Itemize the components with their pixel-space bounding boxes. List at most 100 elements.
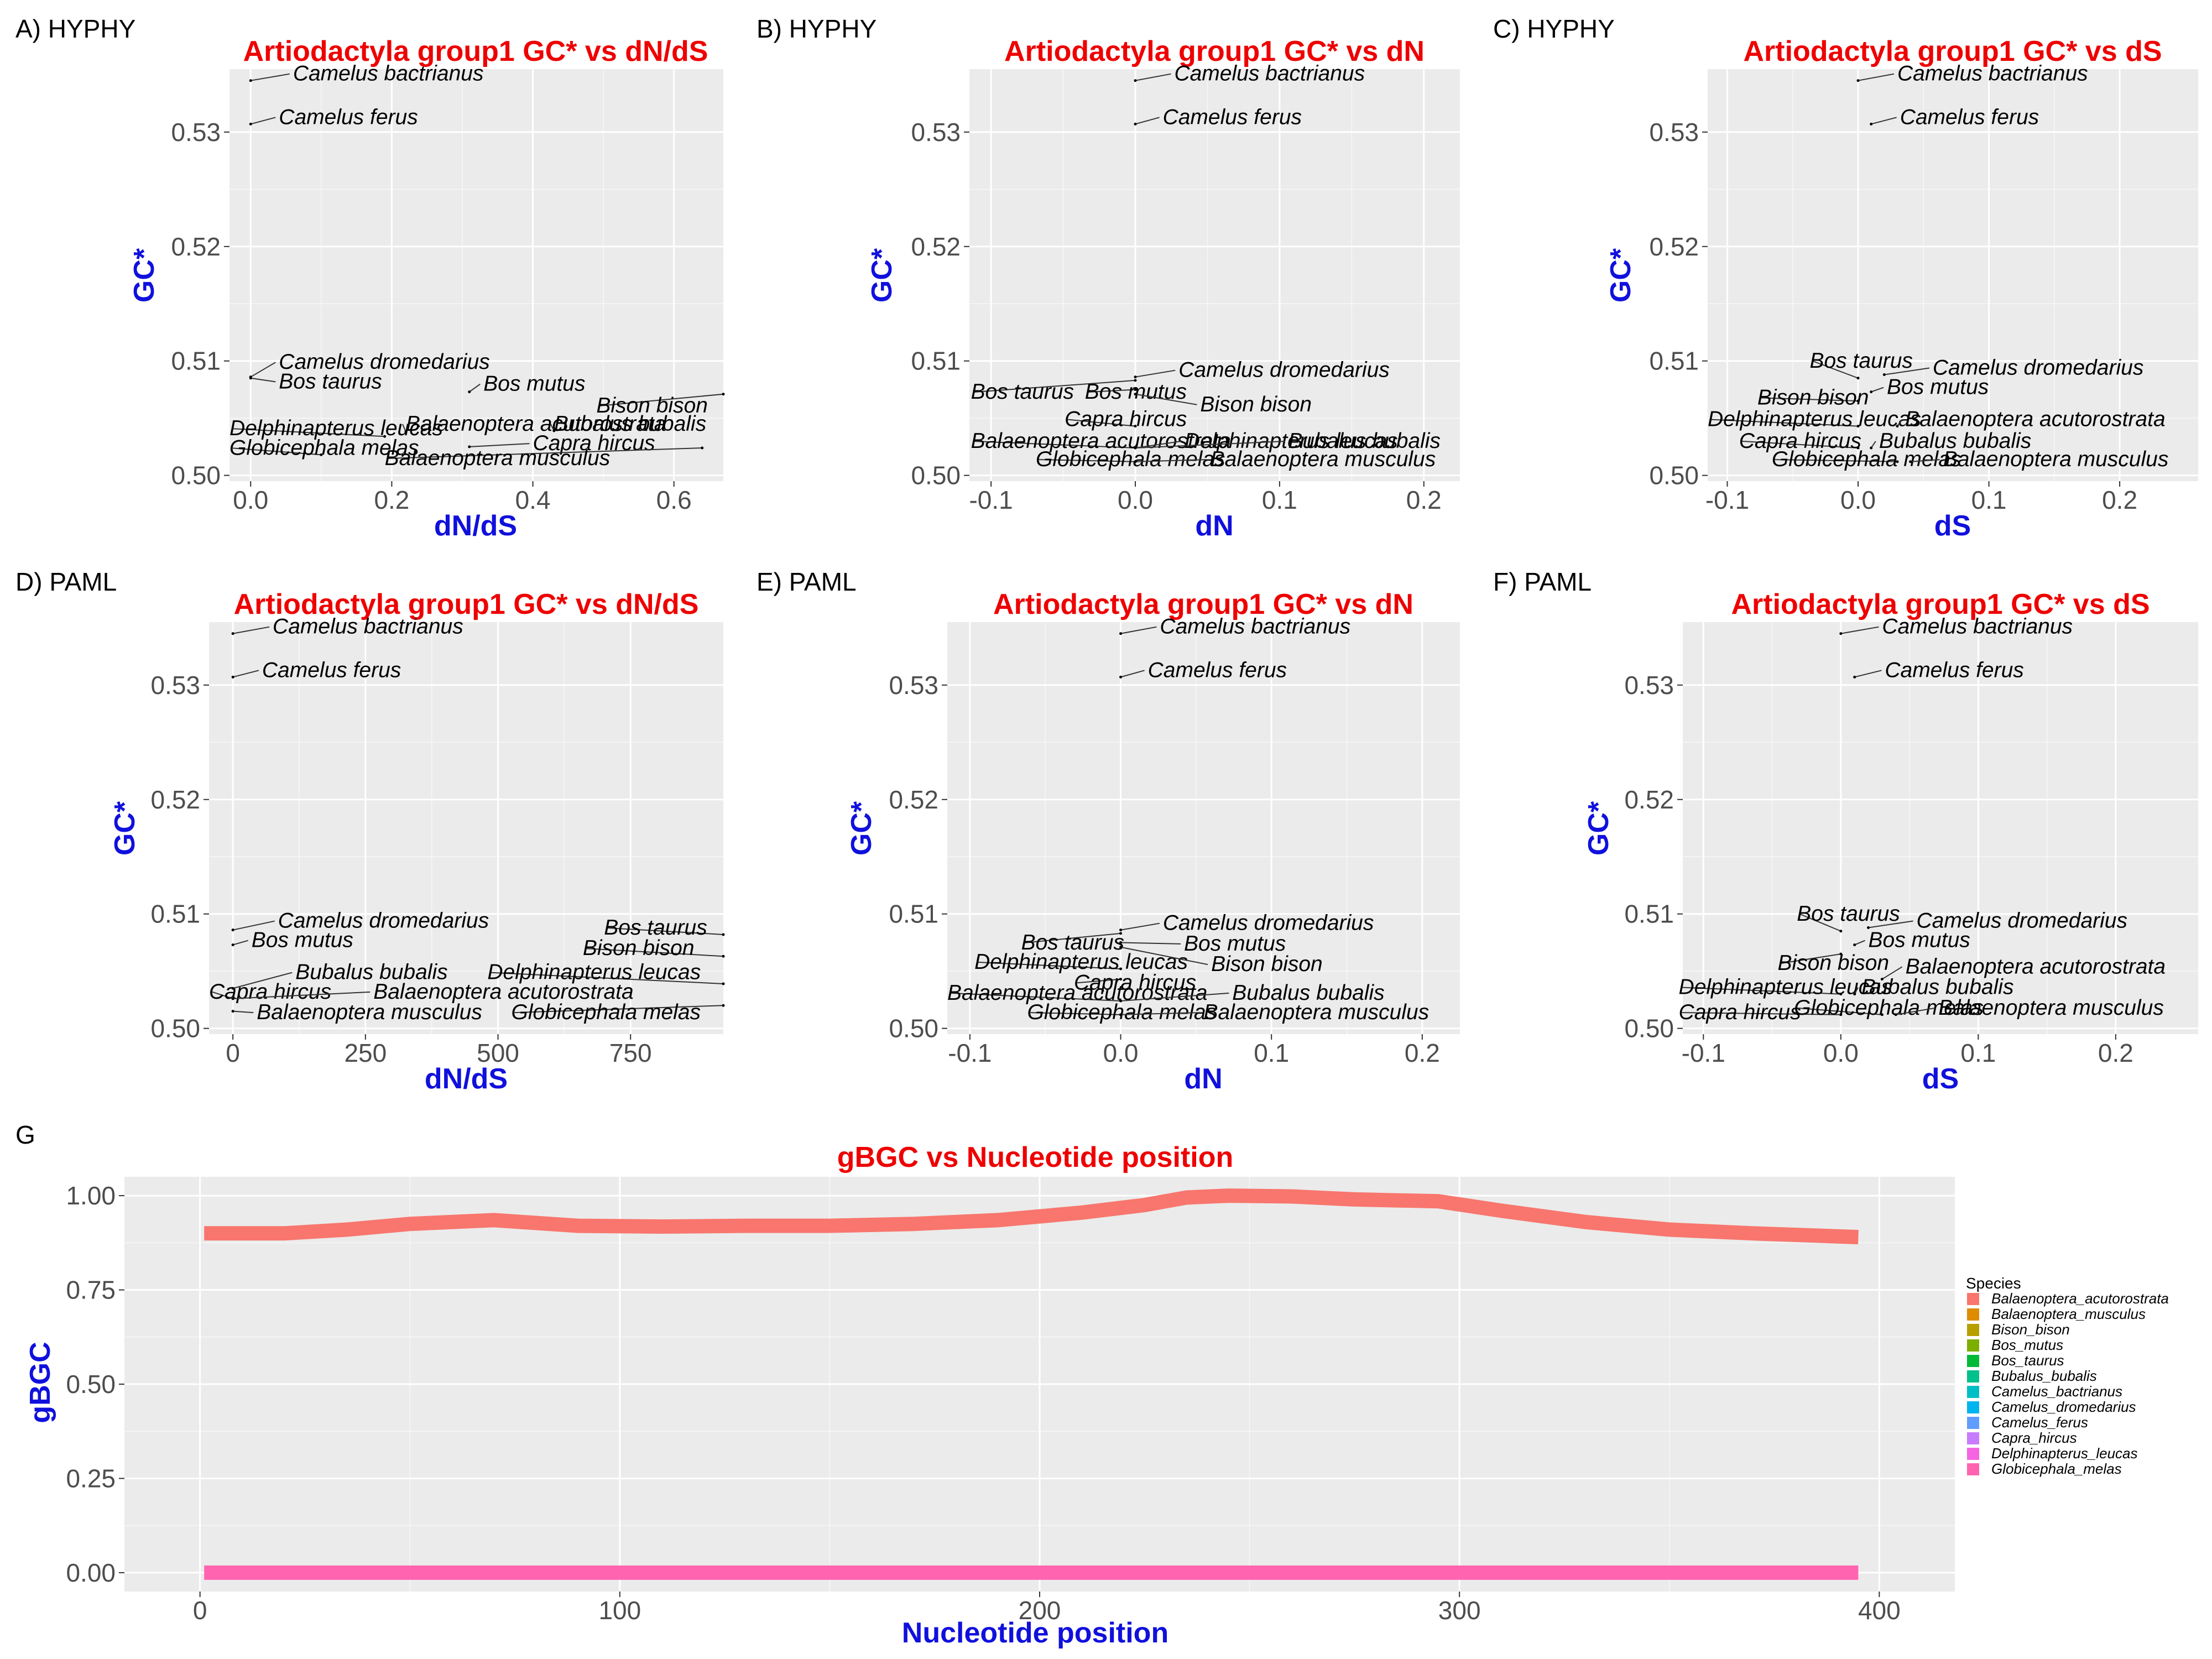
point-label-camelus-ferus: Camelus ferus	[1885, 658, 2023, 682]
label-connector	[1884, 367, 1929, 375]
data-point-bubalus-bubalis	[1134, 446, 1137, 450]
label-connector	[1135, 369, 1176, 378]
legend-label-bubalus-bubalis: Bubalus_bubalis	[1991, 1368, 2097, 1384]
label-connector	[1710, 419, 1859, 427]
legend-swatch-balaenoptera-musculus	[1967, 1308, 1979, 1321]
point-label-bos-mutus: Bos mutus	[1887, 375, 1989, 399]
legend-swatch-camelus-ferus	[1967, 1417, 1979, 1429]
point-label-balaenoptera-musculus: Balaenoptera musculus	[1211, 447, 1436, 471]
label-connector	[1120, 946, 1208, 966]
legend-swatch-camelus-dromedarius	[1967, 1401, 1979, 1413]
point-label-bison-bison: Bison bison	[1777, 951, 1889, 975]
point-label-balaenoptera-acutorostrata: Balaenoptera acutorostrata	[947, 981, 1207, 1005]
label-connector	[1024, 932, 1121, 943]
label-connector	[1799, 914, 1841, 932]
plot-background	[1708, 69, 2198, 481]
label-connector	[978, 962, 1121, 970]
legend-swatch-camelus-bactrianus	[1967, 1386, 1979, 1398]
y-tick-label: 0.52	[150, 785, 200, 814]
label-connector	[232, 940, 248, 946]
point-label-bubalus-bubalis: Bubalus bubalis	[554, 412, 706, 436]
y-axis-title: GC*	[846, 801, 878, 855]
data-point-bos-mutus	[1134, 388, 1137, 391]
panel-label: G	[15, 1120, 35, 1149]
y-tick-label: 0.50	[171, 461, 221, 490]
legend-label-bison-bison: Bison_bison	[1991, 1321, 2070, 1338]
data-point-balaenoptera-acutorostrata	[231, 997, 234, 1000]
data-point-camelus-ferus	[1119, 675, 1123, 679]
data-point-bos-taurus	[1856, 377, 1860, 380]
label-connector	[1120, 942, 1181, 945]
y-tick-label: 0.25	[66, 1464, 116, 1493]
y-tick-label: 0.50	[66, 1370, 116, 1399]
data-point-camelus-ferus	[231, 675, 234, 679]
legend-title: Species	[1966, 1275, 2021, 1292]
x-tick-label: -0.1	[1705, 486, 1749, 514]
point-label-bos-mutus: Bos mutus	[1869, 928, 1970, 952]
point-label-camelus-ferus: Camelus ferus	[1900, 105, 2039, 129]
label-connector	[1813, 361, 1859, 379]
point-label-camelus-bactrianus: Camelus bactrianus	[1174, 62, 1365, 86]
point-label-balaenoptera-acutorostrata: Balaenoptera acutorostrata	[1905, 408, 2165, 431]
point-label-bos-taurus: Bos taurus	[1021, 931, 1124, 954]
legend-swatch-bos-taurus	[1967, 1355, 1979, 1367]
y-tick-label: 0.52	[171, 232, 221, 261]
data-point-balaenoptera-acutorostrata	[404, 430, 408, 434]
label-connector	[1760, 397, 1859, 402]
data-point-bubalus-bubalis	[231, 987, 234, 990]
label-connector	[1039, 459, 1136, 462]
x-axis-title: dN/dS	[434, 510, 517, 542]
point-label-capra-hircus: Capra hircus	[1065, 408, 1187, 431]
point-label-bos-taurus: Bos taurus	[279, 369, 382, 393]
data-point-bos-taurus	[1134, 379, 1137, 382]
label-connector	[586, 948, 724, 957]
y-tick-label: 0.53	[911, 118, 961, 147]
point-label-globicephala-melas: Globicephala melas	[229, 436, 419, 460]
chart-title: Artiodactyla group1 GC* vs dN/dS	[243, 35, 708, 67]
data-point-camelus-bactrianus	[1134, 79, 1137, 82]
data-point-bos-mutus	[1870, 390, 1873, 394]
data-point-camelus-dromedarius	[231, 928, 234, 932]
point-label-camelus-ferus: Camelus ferus	[1148, 658, 1287, 682]
data-point-bison-bison	[722, 954, 725, 958]
label-connector	[402, 424, 406, 432]
data-point-bos-mutus	[1853, 943, 1856, 947]
legend-label-capra-hircus: Capra_hircus	[1991, 1430, 2077, 1446]
label-connector	[599, 393, 724, 406]
label-connector	[1135, 73, 1171, 81]
chart-title: Artiodactyla group1 GC* vs dN/dS	[234, 588, 699, 620]
y-tick-label: 0.52	[1624, 785, 1674, 814]
label-connector	[469, 443, 530, 447]
legend-swatch-capra-hircus	[1967, 1432, 1979, 1444]
label-connector	[974, 440, 1136, 448]
label-connector	[1742, 440, 1859, 448]
label-connector	[1797, 1007, 1882, 1015]
point-label-camelus-dromedarius: Camelus dromedarius	[1917, 909, 2128, 933]
x-tick-label: 0.0	[233, 486, 268, 514]
label-connector	[233, 991, 371, 999]
data-point-camelus-dromedarius	[1867, 926, 1870, 930]
panel-a: 0.0 0.2 0.4 0.6 0.50 0.51 0.52 0.53 A) HYPHY Arti…	[15, 14, 725, 542]
label-connector	[251, 377, 276, 383]
plot-background	[1683, 622, 2198, 1034]
x-tick-label: 500	[477, 1039, 519, 1067]
label-connector	[1120, 670, 1145, 678]
point-label-balaenoptera-musculus: Balaenoptera musculus	[385, 446, 611, 470]
data-point-camelus-bactrianus	[231, 632, 234, 635]
label-connector	[1120, 992, 1229, 1001]
y-tick-label: 0.53	[171, 118, 221, 147]
y-tick-label: 0.51	[1624, 900, 1674, 928]
x-tick-label: 0.2	[2102, 486, 2137, 514]
data-point-delphinapterus-leucas	[1856, 425, 1860, 428]
x-tick-label: 0.2	[1406, 486, 1442, 514]
data-point-balaenoptera-musculus	[1134, 460, 1137, 463]
data-point-camelus-ferus	[1134, 122, 1137, 126]
point-label-bos-taurus: Bos taurus	[604, 916, 707, 940]
x-axis-title: Nucleotide position	[902, 1617, 1168, 1649]
y-axis-title: GC*	[866, 248, 898, 302]
data-point-bubalus-bubalis	[1870, 446, 1873, 450]
point-label-delphinapterus-leucas: Delphinapterus leucas	[1708, 408, 1921, 431]
point-label-bison-bison: Bison bison	[1200, 393, 1312, 416]
point-label-camelus-dromedarius: Camelus dromedarius	[279, 350, 490, 374]
data-point-balaenoptera-musculus	[1894, 1013, 1897, 1016]
